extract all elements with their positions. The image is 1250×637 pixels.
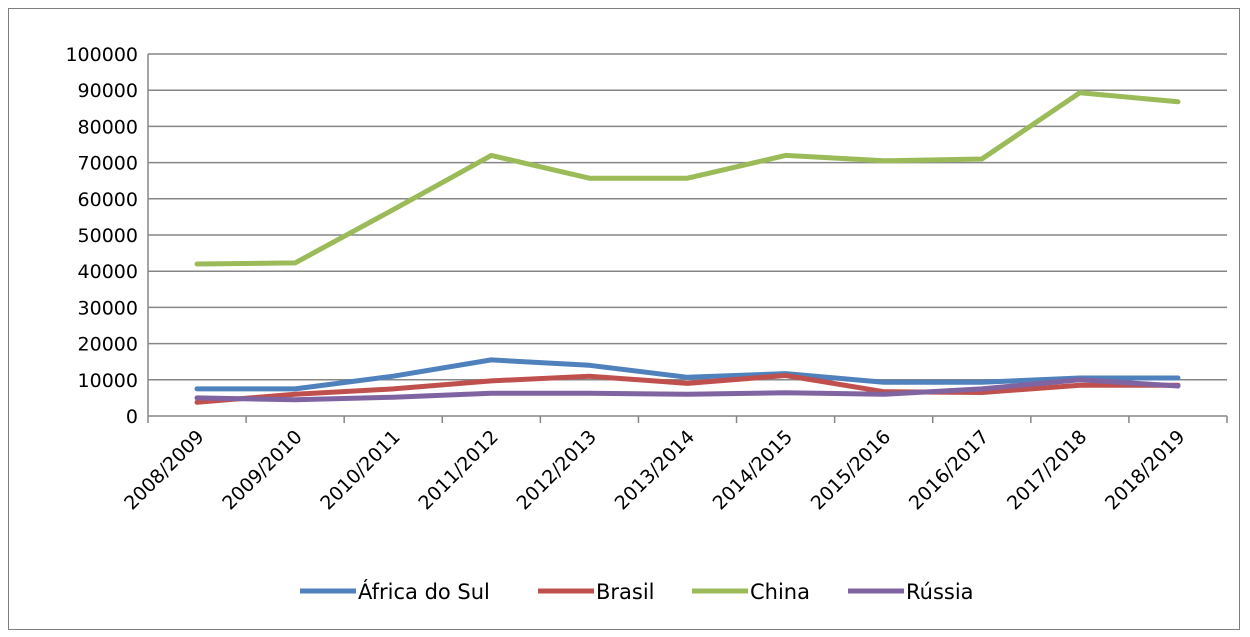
x-tick-label: 2010/2011 xyxy=(316,426,404,514)
chart-frame xyxy=(8,8,1240,630)
x-tick-label: 2009/2010 xyxy=(218,426,306,514)
x-tick-label: 2013/2014 xyxy=(611,426,699,514)
series-line xyxy=(194,357,1181,392)
y-tick-label: 80000 xyxy=(78,116,138,138)
x-tick-label: 2008/2009 xyxy=(120,426,208,514)
x-tick-label: 2011/2012 xyxy=(414,426,502,514)
series-line xyxy=(194,377,1181,403)
series-line xyxy=(194,90,1181,267)
series-line xyxy=(194,373,1181,405)
y-tick-label: 60000 xyxy=(78,189,138,211)
y-tick-label: 30000 xyxy=(78,297,138,319)
legend-label: Rússia xyxy=(906,580,974,604)
legend-label: China xyxy=(750,580,810,604)
y-tick-label: 90000 xyxy=(78,80,138,102)
x-tick-label: 2014/2015 xyxy=(709,426,797,514)
y-tick-label: 0 xyxy=(126,406,138,428)
legend-label: Brasil xyxy=(596,580,655,604)
x-tick-label: 2017/2018 xyxy=(1003,426,1091,514)
x-tick-label: 2016/2017 xyxy=(905,426,993,514)
y-tick-label: 100000 xyxy=(65,44,138,66)
legend-label: África do Sul xyxy=(358,579,490,604)
y-tick-label: 40000 xyxy=(78,261,138,283)
y-tick-label: 20000 xyxy=(78,334,138,356)
y-tick-label: 50000 xyxy=(78,225,138,247)
x-tick-label: 2012/2013 xyxy=(512,426,600,514)
x-tick-label: 2018/2019 xyxy=(1101,426,1189,514)
x-tick-label: 2015/2016 xyxy=(807,426,895,514)
y-tick-label: 70000 xyxy=(78,153,138,175)
y-tick-label: 10000 xyxy=(78,370,138,392)
